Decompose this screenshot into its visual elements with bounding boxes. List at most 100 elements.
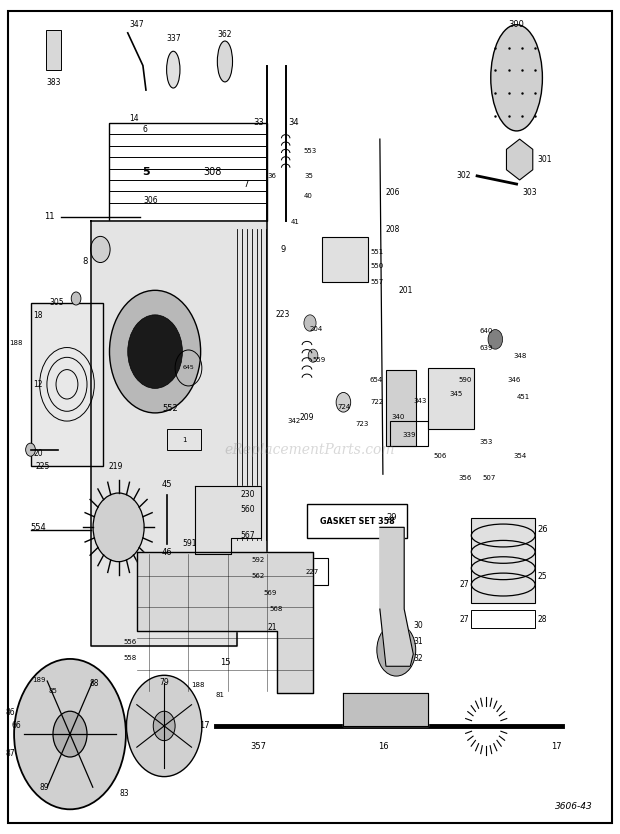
- Text: 227: 227: [305, 570, 319, 575]
- Ellipse shape: [167, 51, 180, 88]
- Text: 188: 188: [192, 682, 205, 688]
- Text: 345: 345: [450, 391, 463, 397]
- Text: 568: 568: [269, 606, 283, 612]
- Text: 27: 27: [459, 615, 469, 624]
- Circle shape: [128, 314, 182, 389]
- Text: 34: 34: [289, 118, 299, 128]
- Text: 31: 31: [414, 637, 423, 646]
- Text: 201: 201: [398, 286, 412, 294]
- Text: 204: 204: [309, 326, 322, 332]
- Text: 303: 303: [523, 188, 538, 197]
- Text: 27: 27: [459, 580, 469, 589]
- Text: 3606-43: 3606-43: [555, 802, 593, 811]
- Text: 15: 15: [219, 658, 230, 666]
- Text: 1: 1: [182, 437, 187, 443]
- Circle shape: [304, 315, 316, 331]
- Text: 557: 557: [371, 279, 384, 285]
- Text: 560: 560: [240, 505, 255, 514]
- Text: 40: 40: [304, 193, 313, 199]
- Polygon shape: [380, 527, 414, 666]
- Text: 558: 558: [123, 656, 137, 661]
- Circle shape: [126, 676, 202, 776]
- Text: 356: 356: [458, 475, 472, 481]
- Text: 654: 654: [370, 377, 383, 383]
- Text: 208: 208: [386, 224, 401, 234]
- Text: 36: 36: [268, 173, 277, 178]
- Text: 30: 30: [414, 621, 423, 630]
- Bar: [428, 368, 474, 430]
- Text: 85: 85: [49, 688, 58, 694]
- Ellipse shape: [218, 41, 232, 82]
- Bar: [307, 504, 407, 538]
- Circle shape: [488, 329, 503, 349]
- Text: 89: 89: [39, 783, 49, 792]
- Text: 14: 14: [129, 114, 139, 123]
- Text: 723: 723: [355, 420, 368, 426]
- Text: 339: 339: [402, 432, 416, 438]
- Circle shape: [91, 236, 110, 263]
- Bar: [471, 610, 535, 628]
- Text: 8: 8: [83, 257, 88, 266]
- Text: 209: 209: [299, 413, 314, 421]
- Polygon shape: [137, 552, 313, 693]
- Text: 305: 305: [50, 298, 64, 307]
- Text: 308: 308: [203, 167, 222, 177]
- Text: 16: 16: [378, 742, 388, 751]
- Text: eReplacementParts.com: eReplacementParts.com: [224, 443, 396, 457]
- Circle shape: [93, 493, 144, 561]
- Text: 219: 219: [108, 462, 123, 471]
- Text: 88: 88: [89, 680, 99, 688]
- Text: 46: 46: [162, 548, 172, 557]
- Bar: [46, 30, 61, 70]
- Text: 5: 5: [142, 167, 150, 177]
- Bar: [30, 303, 104, 466]
- Text: 86: 86: [6, 708, 16, 717]
- Text: 41: 41: [290, 219, 299, 225]
- Text: 7: 7: [244, 179, 249, 188]
- Text: 354: 354: [513, 453, 527, 460]
- Text: 553: 553: [304, 148, 317, 154]
- Text: 640: 640: [479, 329, 493, 334]
- Circle shape: [153, 711, 175, 741]
- Text: 562: 562: [251, 574, 264, 580]
- Text: 342: 342: [288, 418, 301, 424]
- Text: 17: 17: [199, 721, 210, 731]
- Text: 337: 337: [166, 33, 180, 43]
- Text: 340: 340: [391, 414, 405, 420]
- Polygon shape: [91, 221, 267, 646]
- Circle shape: [71, 292, 81, 305]
- Circle shape: [336, 393, 351, 412]
- Text: 189: 189: [32, 677, 46, 683]
- Text: 35: 35: [304, 173, 313, 178]
- Text: 645: 645: [183, 365, 194, 370]
- Text: 569: 569: [264, 590, 277, 595]
- Text: 383: 383: [46, 78, 61, 87]
- Text: 188: 188: [9, 340, 23, 346]
- Text: 20: 20: [33, 449, 43, 458]
- Bar: [294, 559, 328, 585]
- Text: 551: 551: [371, 249, 384, 255]
- Text: 567: 567: [240, 531, 255, 540]
- Text: 66: 66: [12, 721, 21, 731]
- Text: 11: 11: [44, 213, 55, 221]
- Text: 83: 83: [120, 789, 130, 798]
- Text: 81: 81: [216, 692, 225, 698]
- Bar: [322, 237, 368, 282]
- Text: 230: 230: [240, 490, 255, 499]
- Text: 348: 348: [513, 353, 527, 359]
- Text: 592: 592: [251, 557, 264, 563]
- Text: 21: 21: [267, 623, 277, 632]
- Text: 306: 306: [143, 196, 157, 205]
- Text: 353: 353: [479, 439, 493, 445]
- Text: 724: 724: [337, 404, 350, 410]
- Text: 591: 591: [182, 540, 197, 548]
- Bar: [386, 370, 416, 445]
- Circle shape: [377, 624, 416, 676]
- Text: 28: 28: [538, 615, 547, 624]
- Text: 6: 6: [143, 125, 147, 133]
- Text: 347: 347: [130, 20, 144, 29]
- Text: 300: 300: [508, 20, 525, 29]
- Text: 206: 206: [386, 188, 401, 197]
- Text: 17: 17: [551, 742, 561, 751]
- Text: 590: 590: [459, 377, 472, 383]
